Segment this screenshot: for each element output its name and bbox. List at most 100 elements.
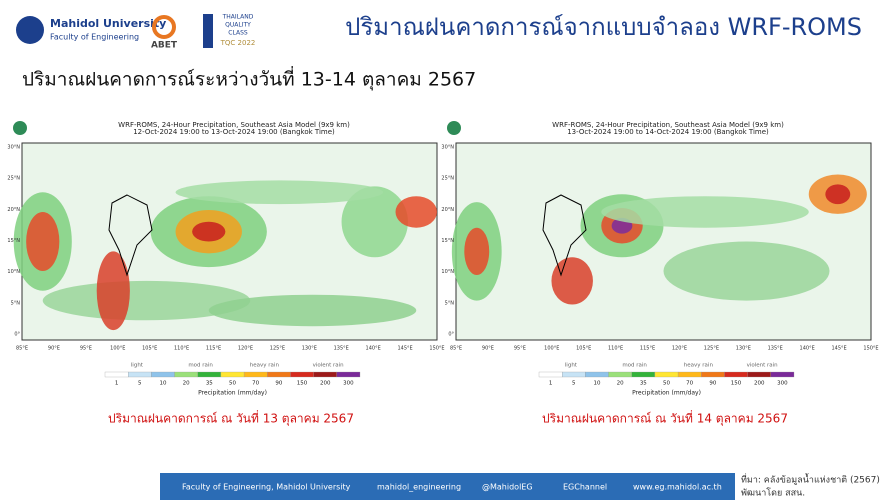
tqc-logo bbox=[203, 14, 213, 48]
class-label: mod rain bbox=[622, 363, 647, 369]
colorbar-swatch bbox=[267, 371, 291, 378]
page-title: ปริมาณฝนคาดการณ์จากแบบจำลอง WRF-ROMS bbox=[345, 13, 862, 41]
footer-youtube: EGChannel bbox=[563, 483, 607, 492]
colorbar-tick: 300 bbox=[343, 381, 354, 387]
lat-label: 10°N bbox=[441, 269, 454, 275]
colorbar-tick: 50 bbox=[663, 381, 670, 387]
class-label: light bbox=[565, 363, 578, 369]
source-text: พัฒนาโดย สสน. bbox=[741, 488, 805, 499]
colorbar-swatch bbox=[747, 371, 771, 378]
lon-label: 140°E bbox=[800, 346, 815, 352]
lon-label: 85°E bbox=[16, 346, 28, 352]
lon-label: 145°E bbox=[397, 346, 412, 352]
map-period: 12-Oct-2024 19:00 to 13-Oct-2024 19:00 (… bbox=[133, 128, 335, 136]
lon-label: 135°E bbox=[768, 346, 783, 352]
rain-area bbox=[551, 257, 593, 305]
map-caption: ปริมาณฝนคาดการณ์ ณ วันที่ 13 ตุลาคม 2567 bbox=[108, 410, 354, 427]
thailand-outline bbox=[108, 194, 153, 277]
colorbar-tick: 70 bbox=[686, 381, 693, 387]
colorbar-tick: 35 bbox=[206, 381, 213, 387]
lon-label: 120°E bbox=[238, 346, 253, 352]
footer-faculty: Faculty of Engineering, Mahidol Universi… bbox=[182, 483, 351, 492]
colorbar-tick: 90 bbox=[275, 381, 282, 387]
colorbar-tick: 50 bbox=[229, 381, 236, 387]
tqc-year: TQC 2022 bbox=[220, 39, 256, 47]
colorbar-swatch bbox=[677, 371, 702, 378]
class-label: heavy rain bbox=[684, 363, 714, 369]
lat-label: 5°N bbox=[445, 300, 455, 306]
footer-instagram: mahidol_engineering bbox=[377, 483, 461, 492]
rain-area bbox=[175, 180, 384, 205]
class-label: light bbox=[131, 363, 144, 369]
colorbar-tick: 1 bbox=[549, 381, 553, 387]
lat-label: 0° bbox=[448, 332, 454, 338]
lat-label: 25°N bbox=[441, 176, 454, 182]
colorbar-swatch bbox=[654, 371, 679, 378]
rain-area bbox=[663, 241, 830, 301]
tqc-text: CLASS bbox=[228, 30, 248, 37]
colorbar-swatch bbox=[724, 371, 748, 378]
lon-label: 125°E bbox=[270, 346, 285, 352]
lat-label: 20°N bbox=[7, 207, 20, 213]
colorbar-label: Precipitation (mm/day) bbox=[198, 390, 267, 397]
map-title: WRF-ROMS, 24-Hour Precipitation, Southea… bbox=[552, 121, 784, 129]
rain-area bbox=[825, 184, 851, 205]
colorbar-tick: 10 bbox=[593, 381, 600, 387]
lon-label: 130°E bbox=[736, 346, 751, 352]
rain-area bbox=[192, 221, 226, 242]
rain-area bbox=[96, 251, 130, 331]
lon-label: 120°E bbox=[672, 346, 687, 352]
lon-label: 125°E bbox=[704, 346, 719, 352]
map-title: WRF-ROMS, 24-Hour Precipitation, Southea… bbox=[118, 121, 350, 129]
lon-label: 100°E bbox=[544, 346, 559, 352]
colorbar-swatch bbox=[313, 371, 337, 378]
lat-label: 30°N bbox=[441, 145, 454, 151]
class-label: mod rain bbox=[188, 363, 213, 369]
abet-logo bbox=[152, 15, 176, 39]
lat-label: 0° bbox=[14, 332, 20, 338]
footer-web: www.eg.mahidol.ac.th bbox=[633, 483, 722, 492]
footer-twitter: @MahidolEG bbox=[482, 483, 533, 492]
colorbar-label: Precipitation (mm/day) bbox=[632, 390, 701, 397]
lat-label: 5°N bbox=[11, 300, 21, 306]
lon-label: 110°E bbox=[174, 346, 189, 352]
lon-label: 85°E bbox=[450, 346, 462, 352]
lon-label: 95°E bbox=[514, 346, 526, 352]
colorbar-tick: 150 bbox=[731, 381, 742, 387]
colorbar-swatch bbox=[585, 371, 609, 378]
faculty-name: Faculty of Engineering bbox=[50, 33, 139, 42]
lon-label: 105°E bbox=[142, 346, 157, 352]
colorbar-tick: 200 bbox=[320, 381, 331, 387]
abet-text: ABET bbox=[151, 41, 178, 51]
subtitle: ปริมาณฝนคาดการณ์ระหว่างวันที่ 13-14 ตุลา… bbox=[22, 66, 476, 92]
lon-label: 150°E bbox=[429, 346, 444, 352]
tqc-text: QUALITY bbox=[225, 22, 251, 29]
colorbar-tick: 5 bbox=[572, 381, 576, 387]
lon-label: 135°E bbox=[334, 346, 349, 352]
colorbar-tick: 150 bbox=[297, 381, 308, 387]
colorbar-tick: 90 bbox=[709, 381, 716, 387]
university-name: Mahidol University bbox=[50, 17, 166, 30]
colorbar-tick: 20 bbox=[183, 381, 190, 387]
colorbar-tick: 5 bbox=[138, 381, 142, 387]
source-text: ที่มา: คลังข้อมูลน้ำแห่งชาติ (2567) bbox=[741, 473, 880, 486]
colorbar-swatch bbox=[104, 371, 129, 378]
university-logo bbox=[16, 16, 44, 44]
lat-label: 25°N bbox=[7, 176, 20, 182]
colorbar-swatch bbox=[608, 371, 632, 378]
lon-label: 100°E bbox=[110, 346, 125, 352]
lat-label: 15°N bbox=[7, 238, 20, 244]
lon-label: 145°E bbox=[831, 346, 846, 352]
lon-label: 90°E bbox=[48, 346, 60, 352]
colorbar-swatch bbox=[701, 371, 725, 378]
lon-label: 105°E bbox=[576, 346, 591, 352]
colorbar-swatch bbox=[243, 371, 268, 378]
rain-area bbox=[464, 227, 490, 275]
lat-label: 20°N bbox=[441, 207, 454, 213]
colorbar-tick: 300 bbox=[777, 381, 788, 387]
map-period: 13-Oct-2024 19:00 to 14-Oct-2024 19:00 (… bbox=[567, 128, 769, 136]
colorbar-swatch bbox=[770, 371, 795, 378]
rain-area bbox=[42, 280, 251, 321]
rain-area bbox=[601, 196, 809, 228]
